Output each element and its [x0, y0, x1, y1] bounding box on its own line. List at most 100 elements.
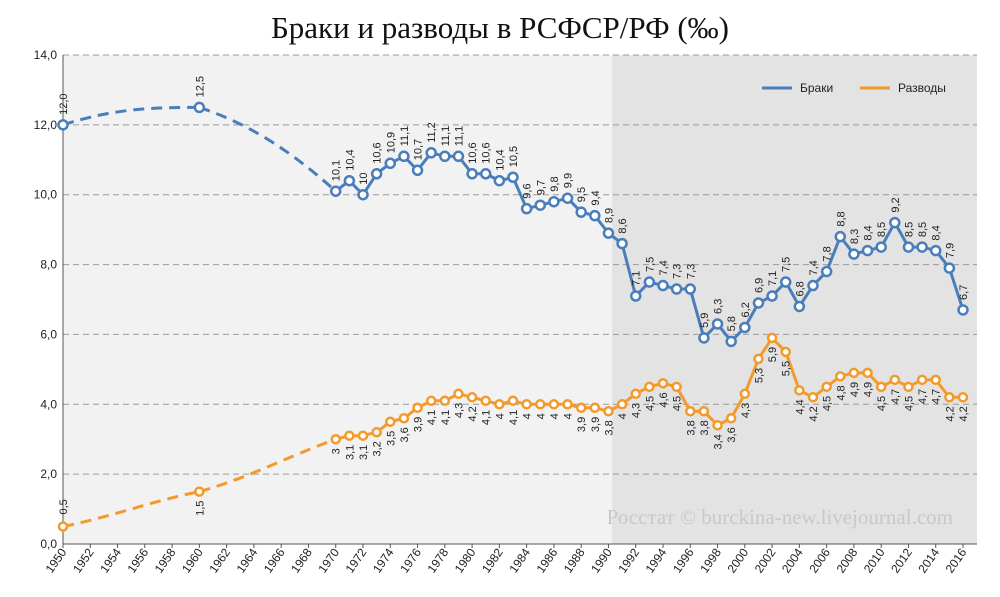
data-point [344, 430, 355, 441]
data-label: 4,2 [958, 406, 970, 421]
data-label: 4,1 [440, 410, 452, 425]
data-point [561, 192, 574, 204]
data-point [848, 248, 860, 260]
data-point [398, 150, 410, 163]
data-label: 8,4 [931, 225, 943, 240]
data-point [670, 283, 683, 295]
data-label: 10,6 [467, 142, 479, 163]
data-point [193, 101, 206, 114]
data-point [535, 399, 546, 410]
data-label: 10,4 [494, 149, 506, 170]
x-tick-label: 1966 [261, 545, 288, 575]
data-point [739, 321, 751, 334]
data-point [616, 399, 628, 410]
data-point [439, 395, 451, 407]
data-point [807, 279, 819, 292]
data-point [371, 426, 382, 438]
data-point [562, 399, 573, 410]
data-point [835, 371, 846, 382]
data-label: 3,8 [699, 420, 711, 435]
data-point [903, 381, 914, 393]
data-label: 10,6 [372, 142, 384, 163]
data-point [548, 399, 560, 410]
data-label: 8,5 [876, 222, 888, 237]
data-point [916, 241, 928, 253]
data-label: 7,1 [767, 271, 779, 286]
x-tick-label: 1994 [643, 545, 670, 575]
x-tick-label: 1982 [479, 545, 506, 575]
data-label: 6,7 [958, 285, 970, 300]
data-point [493, 174, 506, 187]
data-point [889, 216, 901, 229]
data-label: 4,2 [944, 406, 956, 421]
data-point [820, 265, 833, 278]
data-point [329, 185, 342, 197]
data-point [357, 188, 369, 201]
x-tick-label: 1978 [424, 545, 451, 575]
data-point [453, 388, 464, 400]
x-tick-label: 2000 [724, 545, 751, 575]
data-label: 10,1 [331, 160, 343, 181]
data-point [629, 290, 642, 302]
data-point [834, 230, 847, 243]
data-label: 6,9 [753, 278, 765, 293]
y-tick-label: 12,0 [34, 118, 58, 132]
data-point [685, 406, 696, 417]
data-label: 5,9 [699, 313, 711, 328]
data-point [779, 276, 792, 288]
x-tick-label: 1964 [234, 545, 261, 575]
data-point [752, 297, 765, 309]
data-point [370, 168, 383, 180]
data-label: 11,1 [440, 126, 452, 147]
data-label: 4,6 [658, 392, 670, 407]
legend-label: Разводы [898, 81, 946, 95]
data-label: 5,9 [767, 347, 779, 362]
y-tick-label: 8,0 [40, 258, 57, 272]
data-label: 11,1 [399, 126, 411, 147]
x-tick-label: 1984 [506, 545, 533, 575]
data-point [630, 388, 641, 400]
data-label: 3,1 [358, 445, 370, 460]
y-tick-label: 0,0 [40, 537, 57, 551]
data-label: 7,5 [781, 257, 793, 272]
data-point [494, 399, 505, 410]
data-label: 4,9 [863, 382, 875, 397]
data-point [643, 276, 656, 288]
data-label: 8,5 [903, 222, 915, 237]
x-tick-label: 2004 [779, 545, 806, 575]
data-label: 10,5 [508, 146, 520, 167]
data-point [657, 378, 669, 389]
x-tick-label: 1976 [397, 545, 424, 575]
data-label: 8,6 [617, 218, 629, 233]
data-label: 8,3 [849, 229, 861, 244]
data-label: 4,5 [903, 396, 915, 411]
x-tick-label: 1990 [588, 545, 615, 575]
data-point [875, 381, 887, 393]
data-label: 9,4 [590, 190, 602, 205]
data-label: 7,4 [658, 260, 670, 275]
data-label: 6,3 [713, 299, 725, 314]
x-tick-label: 1992 [615, 545, 642, 575]
data-point [480, 395, 491, 407]
data-label: 4,7 [917, 389, 929, 404]
data-point [575, 402, 587, 414]
data-point [603, 406, 614, 417]
y-tick-label: 10,0 [34, 188, 58, 202]
data-point [889, 374, 901, 386]
data-point [589, 402, 601, 414]
data-label: 4,5 [876, 396, 888, 411]
x-tick-label: 1996 [670, 545, 697, 575]
data-label: 4 [522, 413, 534, 419]
x-tick-label: 1998 [697, 545, 724, 575]
data-point [794, 385, 805, 396]
data-label: 9,6 [522, 183, 534, 198]
data-label: 4,9 [849, 382, 861, 397]
data-label: 12,0 [58, 93, 70, 114]
data-point [520, 202, 533, 215]
data-label: 5,5 [781, 361, 793, 376]
x-tick-label: 2002 [752, 545, 779, 575]
x-tick-label: 1962 [206, 545, 233, 575]
data-point [507, 395, 519, 407]
data-point [916, 374, 928, 386]
data-label: 9,9 [563, 173, 575, 188]
